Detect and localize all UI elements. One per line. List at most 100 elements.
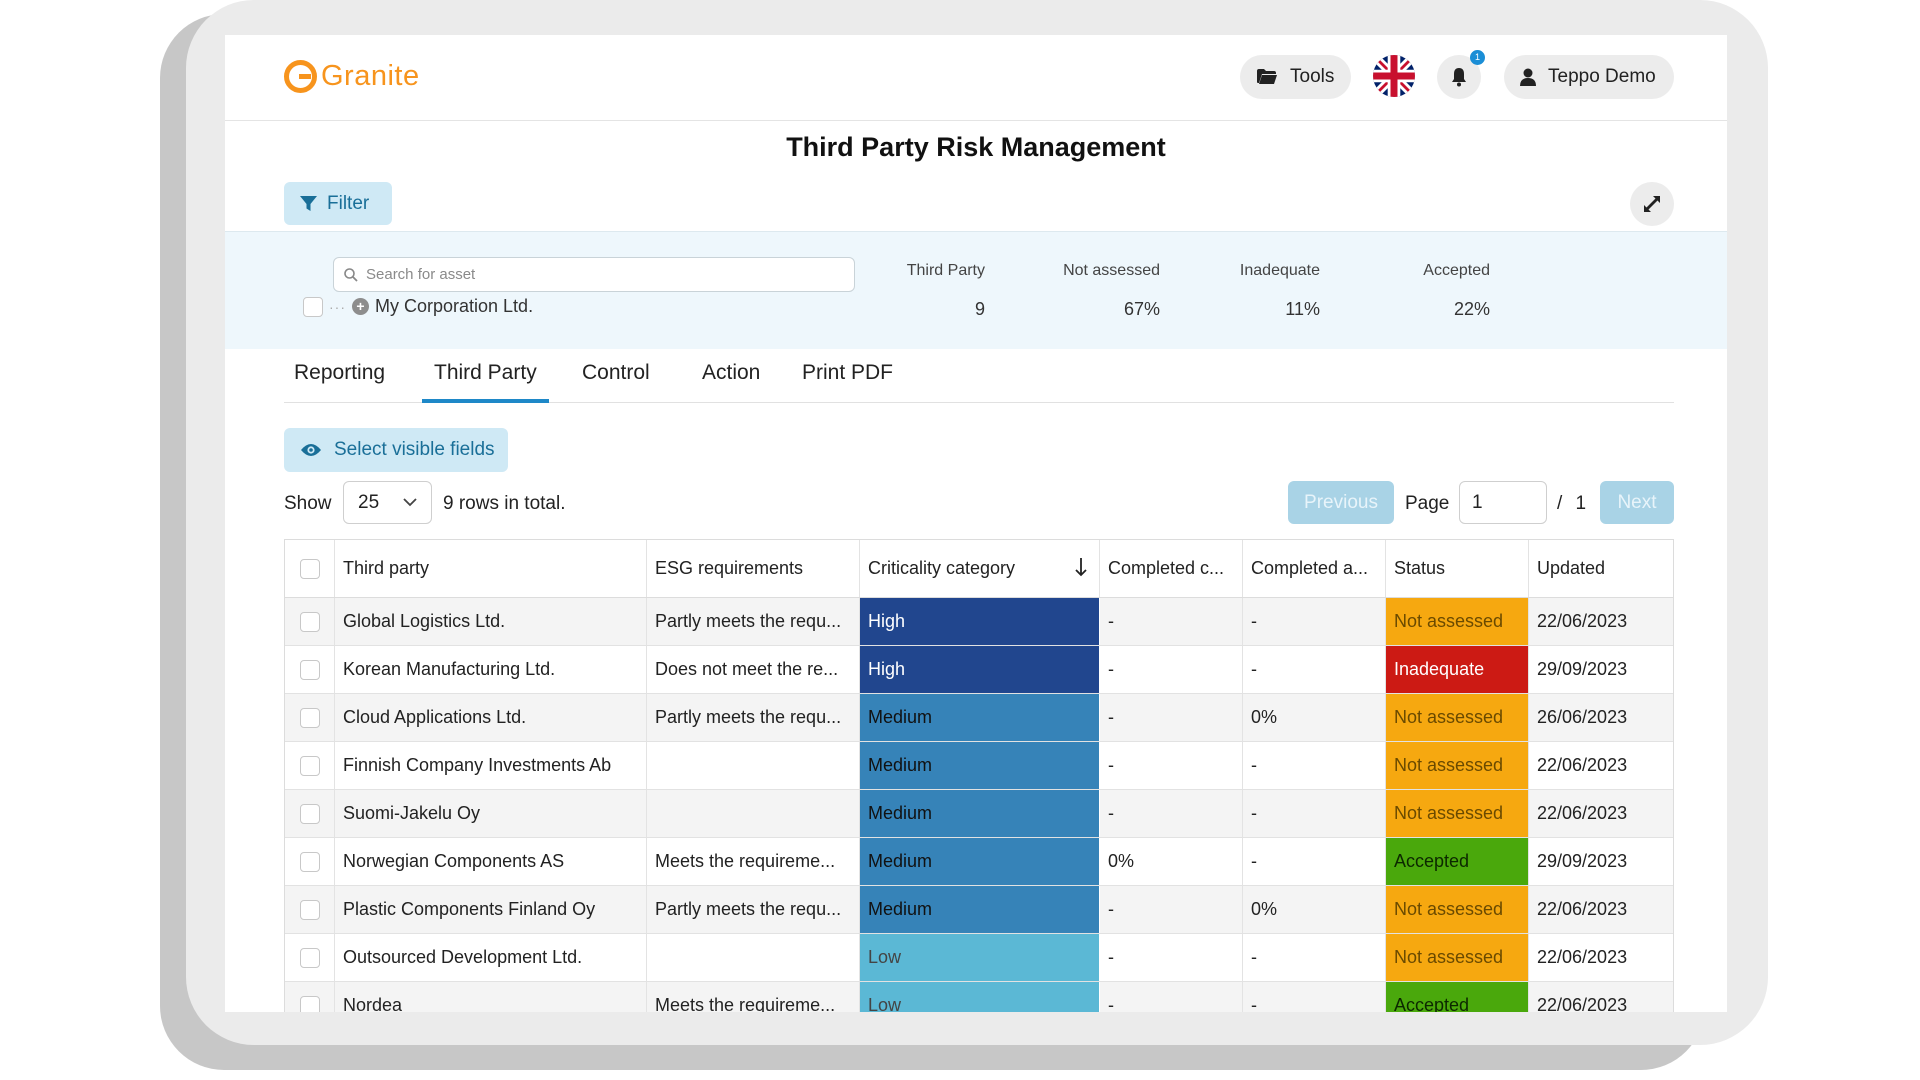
row-checkbox[interactable] <box>299 659 320 680</box>
select-visible-fields-button[interactable]: Select visible fields <box>284 428 508 472</box>
table-header-row: Third party ESG requirements Criticality… <box>285 540 1673 598</box>
tab-third-party[interactable]: Third Party <box>422 349 549 403</box>
row-select-cell <box>285 742 335 789</box>
summary-header-accepted: Accepted <box>1423 262 1490 279</box>
status-cell: Not assessed <box>1386 790 1529 837</box>
summary-value-third-party: 9 <box>974 299 985 319</box>
summary-header-not-assessed: Not assessed <box>1063 262 1160 279</box>
row-checkbox[interactable] <box>299 755 320 776</box>
column-header[interactable]: Updated <box>1537 558 1606 578</box>
criticality-cell: High <box>860 646 1100 693</box>
table-row[interactable]: Cloud Applications Ltd. Partly meets the … <box>285 694 1673 742</box>
esg-requirements-cell: Partly meets the requ... <box>647 886 860 933</box>
completed-a-cell: - <box>1243 982 1386 1012</box>
tab-action[interactable]: Action <box>702 361 761 384</box>
esg-requirements-cell <box>647 742 860 789</box>
previous-button[interactable]: Previous <box>1288 481 1394 524</box>
page-number-input[interactable]: 1 <box>1459 481 1547 524</box>
granite-logo[interactable]: Granite <box>284 60 420 93</box>
row-checkbox[interactable] <box>299 995 320 1012</box>
third-party-cell: Outsourced Development Ltd. <box>335 934 647 981</box>
page-label: Page <box>1405 493 1450 514</box>
table-row[interactable]: Nordea Meets the requireme... Low - - Accepte… <box>285 982 1673 1012</box>
tools-button[interactable]: Tools <box>1240 55 1351 99</box>
row-checkbox[interactable] <box>299 947 320 968</box>
status-cell: Not assessed <box>1386 598 1529 645</box>
asset-name: My Corporation Ltd. <box>375 296 534 316</box>
user-menu-button[interactable]: Teppo Demo <box>1504 55 1674 99</box>
expand-plus-icon[interactable]: + <box>352 298 369 315</box>
row-checkbox[interactable] <box>299 851 320 872</box>
next-button[interactable]: Next <box>1600 481 1674 524</box>
granite-logo-icon <box>284 60 317 93</box>
status-cell: Not assessed <box>1386 694 1529 741</box>
table-row[interactable]: Norwegian Components AS Meets the require… <box>285 838 1673 886</box>
updated-cell: 22/06/2023 <box>1537 995 1628 1012</box>
search-icon <box>344 267 358 282</box>
status-cell: Inadequate <box>1386 646 1529 693</box>
third-party-cell: Korean Manufacturing Ltd. <box>335 646 647 693</box>
third-party-cell: Cloud Applications Ltd. <box>335 694 647 741</box>
completed-c-cell: - <box>1100 694 1243 741</box>
column-header-sorted[interactable]: Criticality category <box>860 540 1100 597</box>
table-row[interactable]: Korean Manufacturing Ltd. Does not meet t… <box>285 646 1673 694</box>
column-header[interactable]: ESG requirements <box>647 540 860 597</box>
select-visible-fields-label: Select visible fields <box>334 439 495 460</box>
column-header[interactable]: Third party <box>335 540 647 597</box>
summary-value-not-assessed: 67% <box>1123 299 1160 319</box>
table-row[interactable]: Suomi-Jakelu Oy Medium - - Not assessed 22/06… <box>285 790 1673 838</box>
expand-button[interactable] <box>1630 182 1674 226</box>
completed-c-cell: - <box>1100 982 1243 1012</box>
page-size-value: 25 <box>358 491 380 513</box>
select-all-checkbox[interactable] <box>299 558 320 579</box>
table-row[interactable]: Outsourced Development Ltd. Low - - Not asse… <box>285 934 1673 982</box>
folder-icon <box>1257 69 1277 84</box>
completed-c-cell: - <box>1100 934 1243 981</box>
filter-button[interactable]: Filter <box>284 182 392 225</box>
select-all-cell <box>285 540 335 597</box>
row-select-cell <box>285 982 335 1012</box>
row-checkbox[interactable] <box>299 707 320 728</box>
tab-bar: Reporting Third Party Control Action Pri… <box>284 349 1674 403</box>
column-header[interactable]: Status <box>1386 540 1529 597</box>
row-select-cell <box>285 790 335 837</box>
search-placeholder: Search for asset <box>366 266 476 283</box>
tab-control[interactable]: Control <box>582 361 650 384</box>
table-row[interactable]: Plastic Components Finland Oy Partly meet… <box>285 886 1673 934</box>
row-select-cell <box>285 838 335 885</box>
row-checkbox[interactable] <box>299 803 320 824</box>
esg-requirements-cell <box>647 790 860 837</box>
table-row[interactable]: Finnish Company Investments Ab Medium - - No… <box>285 742 1673 790</box>
updated-cell: 22/06/2023 <box>1537 803 1628 823</box>
status-cell: Accepted <box>1386 838 1529 885</box>
uk-flag-icon[interactable] <box>1373 55 1415 97</box>
asset-tree-item[interactable]: ··· + My Corporation Ltd. <box>303 296 533 317</box>
rows-total: 9 rows in total. <box>443 493 566 514</box>
asset-search-input[interactable]: Search for asset <box>333 257 855 292</box>
asset-checkbox[interactable] <box>303 296 323 317</box>
bell-icon <box>1452 68 1466 87</box>
row-checkbox[interactable] <box>299 899 320 920</box>
completed-a-cell: - <box>1243 598 1386 645</box>
criticality-cell: Low <box>860 934 1100 981</box>
third-party-cell: Global Logistics Ltd. <box>335 598 647 645</box>
updated-cell: 22/06/2023 <box>1537 611 1628 631</box>
filter-label: Filter <box>327 192 370 214</box>
row-select-cell <box>285 646 335 693</box>
row-select-cell <box>285 598 335 645</box>
row-checkbox[interactable] <box>299 611 320 632</box>
esg-requirements-cell: Partly meets the requ... <box>647 598 860 645</box>
sort-down-arrow-icon[interactable] <box>1075 557 1087 577</box>
status-cell: Not assessed <box>1386 886 1529 933</box>
tab-print-pdf[interactable]: Print PDF <box>802 361 894 384</box>
page-size-select[interactable]: 25 <box>343 481 432 524</box>
status-cell: Accepted <box>1386 982 1529 1012</box>
show-label: Show <box>284 493 332 514</box>
table-row[interactable]: Global Logistics Ltd. Partly meets the re… <box>285 598 1673 646</box>
column-header[interactable]: Completed c... <box>1100 540 1243 597</box>
tab-reporting[interactable]: Reporting <box>294 361 386 384</box>
completed-c-cell: - <box>1100 646 1243 693</box>
third-party-cell: Plastic Components Finland Oy <box>335 886 647 933</box>
row-select-cell <box>285 694 335 741</box>
column-header[interactable]: Completed a... <box>1243 540 1386 597</box>
